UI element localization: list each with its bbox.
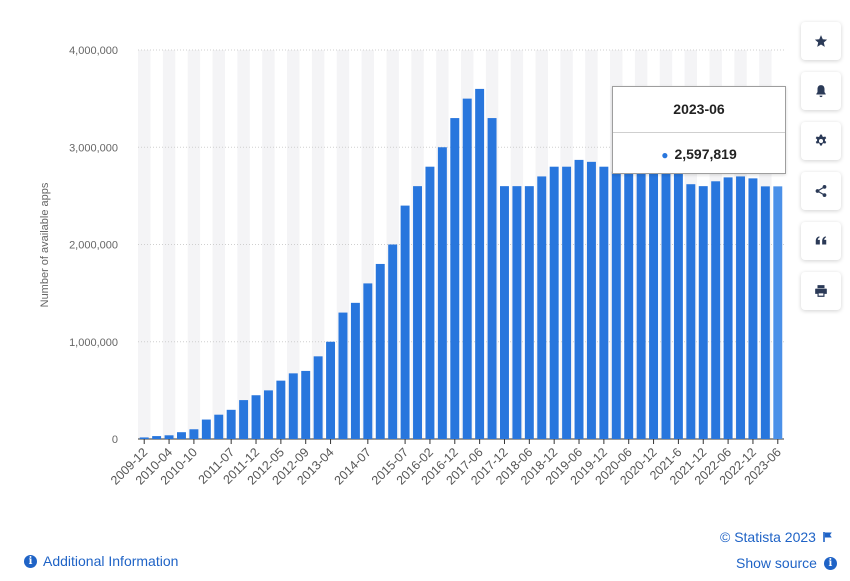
bell-icon (816, 85, 826, 98)
printer-icon (815, 285, 827, 297)
notification-button[interactable] (801, 72, 841, 110)
bar[interactable] (388, 244, 398, 440)
grid-band (287, 50, 300, 439)
bar[interactable] (239, 400, 249, 439)
favorite-button[interactable] (801, 22, 841, 60)
bar[interactable] (537, 176, 547, 440)
bar[interactable] (139, 437, 149, 439)
y-tick-label: 3,000,000 (69, 142, 118, 154)
bar[interactable] (686, 184, 696, 439)
bar[interactable] (350, 302, 360, 439)
y-axis-label: Number of available apps (39, 182, 51, 307)
additional-information-link[interactable]: i Additional Information (24, 553, 178, 569)
bar[interactable] (437, 147, 447, 439)
bar[interactable] (524, 186, 534, 439)
bar[interactable] (599, 166, 609, 439)
bar[interactable] (177, 432, 186, 439)
share-icon (815, 185, 827, 197)
tooltip-value-row: ● 2,597,819 (613, 133, 785, 175)
info-icon: i (24, 554, 37, 568)
bar[interactable] (164, 435, 174, 439)
bar[interactable] (214, 414, 224, 439)
bar[interactable] (450, 118, 460, 439)
grid-band (187, 50, 201, 439)
bar[interactable] (400, 205, 410, 439)
star-icon (814, 35, 828, 47)
bar[interactable] (288, 373, 298, 439)
additional-information-text: Additional Information (43, 553, 179, 569)
bar[interactable] (611, 171, 621, 439)
bar[interactable] (475, 88, 485, 440)
bar[interactable] (326, 341, 336, 439)
gear-icon (815, 134, 827, 146)
y-tick-label: 2,000,000 (69, 240, 118, 252)
bar[interactable] (338, 312, 348, 439)
flag-icon (823, 532, 832, 542)
bar[interactable] (512, 186, 522, 439)
bar[interactable] (736, 176, 745, 440)
bar[interactable] (462, 98, 472, 439)
bar[interactable] (189, 429, 199, 439)
bar[interactable] (425, 166, 435, 439)
y-tick-label: 0 (112, 434, 118, 446)
bar[interactable] (723, 177, 733, 439)
bar[interactable] (649, 167, 659, 440)
bars (139, 88, 783, 440)
tooltip-value: 2,597,819 (674, 146, 737, 162)
copyright-link[interactable]: © Statista 2023 (720, 529, 834, 545)
series-dot-icon: ● (661, 148, 669, 162)
print-button[interactable] (801, 272, 841, 310)
tooltip: 2023-06 ● 2,597,819 (612, 86, 786, 174)
y-tick-label: 4,000,000 (69, 45, 118, 57)
bar[interactable] (263, 390, 273, 439)
grid-band (212, 50, 225, 439)
bar[interactable] (313, 356, 323, 439)
grid-band (162, 50, 176, 439)
bar[interactable] (698, 186, 708, 439)
bar[interactable] (760, 186, 770, 439)
bar[interactable] (586, 161, 596, 439)
bar[interactable] (562, 166, 572, 439)
y-tick-label: 1,000,000 (69, 337, 118, 349)
bar[interactable] (363, 283, 373, 439)
bar[interactable] (500, 186, 509, 439)
bar[interactable] (748, 178, 758, 439)
bar[interactable] (711, 181, 721, 439)
bar[interactable] (487, 118, 497, 439)
grid-band (262, 50, 275, 439)
bar[interactable] (152, 436, 162, 439)
bar[interactable] (636, 170, 646, 439)
quote-icon (815, 236, 827, 245)
bar[interactable] (201, 419, 211, 439)
bar[interactable] (624, 166, 634, 439)
tooltip-title: 2023-06 (613, 87, 785, 133)
x-axis-ticks: 2009-122010-042010-102011-072011-122012-… (108, 439, 784, 488)
info-icon: i (823, 556, 837, 570)
bar[interactable] (773, 186, 783, 439)
bar[interactable] (301, 370, 311, 439)
bar[interactable] (661, 166, 671, 439)
bar[interactable] (549, 166, 559, 439)
bar[interactable] (413, 186, 422, 439)
bar[interactable] (673, 168, 683, 439)
bar[interactable] (276, 380, 286, 439)
bar[interactable] (226, 409, 236, 439)
y-axis-ticks: 0 1,000,000 2,000,000 3,000,000 4,000,000 (69, 45, 118, 446)
share-button[interactable] (801, 172, 841, 210)
x-tick-label: 2014-07 (332, 445, 374, 487)
show-source-text: Show source (736, 555, 817, 571)
bar[interactable] (375, 263, 385, 439)
settings-button[interactable] (801, 122, 841, 160)
show-source-link[interactable]: Show source i (736, 555, 837, 571)
bar[interactable] (251, 395, 261, 439)
copyright-text: © Statista 2023 (720, 529, 816, 545)
bar[interactable] (574, 159, 584, 439)
cite-button[interactable] (801, 222, 841, 260)
